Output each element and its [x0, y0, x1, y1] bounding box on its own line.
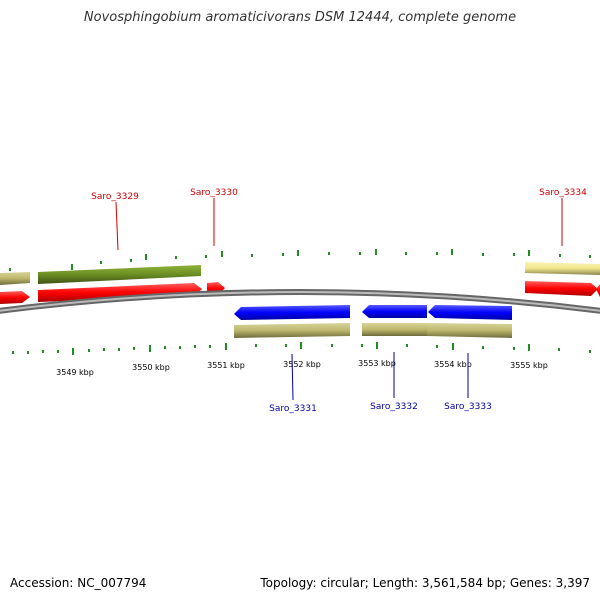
- cds-feature-saro-3329[interactable]: [38, 265, 201, 284]
- cds-feature[interactable]: [0, 272, 30, 285]
- accession-text: Accession: NC_007794: [10, 576, 147, 590]
- gene-label-saro-3330[interactable]: Saro_3330: [190, 188, 238, 198]
- genome-title: Novosphingobium aromaticivorans DSM 1244…: [83, 10, 517, 25]
- gene-arrow-saro-3334[interactable]: [525, 281, 598, 296]
- reverse-gene-labels: Saro_3331 Saro_3332 Saro_3333: [269, 352, 492, 414]
- forward-gene-labels: Saro_3329 Saro_3330 Saro_3334: [91, 188, 587, 251]
- gene-label-saro-3331[interactable]: Saro_3331: [269, 404, 317, 414]
- cds-feature-saro-3332[interactable]: [362, 323, 427, 336]
- tick-label-3550: 3550 kbp: [132, 363, 170, 372]
- gene-arrow-saro-3331[interactable]: [234, 305, 350, 320]
- cds-feature-saro-3333[interactable]: [427, 323, 512, 338]
- cds-feature-saro-3331[interactable]: [234, 323, 350, 338]
- gene-arrow-saro-3332[interactable]: [362, 305, 427, 318]
- tick-label-3555: 3555 kbp: [510, 361, 548, 370]
- leader-line-saro-3331: [291, 353, 294, 401]
- reverse-cds-track: [234, 323, 512, 338]
- gene-arrow[interactable]: [0, 291, 30, 304]
- leader-line-saro-3329: [115, 201, 119, 251]
- gene-label-saro-3332[interactable]: Saro_3332: [370, 402, 418, 412]
- gene-label-saro-3334[interactable]: Saro_3334: [539, 188, 587, 198]
- forward-tick-row: [9, 249, 591, 271]
- cds-feature-saro-3334[interactable]: [525, 262, 600, 275]
- tick-label-3554: 3554 kbp: [434, 360, 472, 369]
- gene-label-saro-3329[interactable]: Saro_3329: [91, 192, 139, 202]
- kbp-axis-labels: 3549 kbp 3550 kbp 3551 kbp 3552 kbp 3553…: [56, 359, 548, 377]
- gene-arrow-saro-3333[interactable]: [428, 305, 512, 320]
- tick-label-3551: 3551 kbp: [207, 361, 245, 370]
- tick-label-3549: 3549 kbp: [56, 368, 94, 377]
- tick-label-3553: 3553 kbp: [358, 359, 396, 368]
- reverse-tick-row: [12, 342, 591, 355]
- forward-cds-track: [0, 262, 600, 285]
- genome-summary-text: Topology: circular; Length: 3,561,584 bp…: [260, 576, 590, 590]
- gene-label-saro-3333[interactable]: Saro_3333: [444, 402, 492, 412]
- reverse-gene-track: [234, 305, 512, 320]
- genome-backbone-highlight: [0, 291, 600, 312]
- tick-label-3552: 3552 kbp: [283, 360, 321, 369]
- gene-arrow[interactable]: [596, 284, 600, 297]
